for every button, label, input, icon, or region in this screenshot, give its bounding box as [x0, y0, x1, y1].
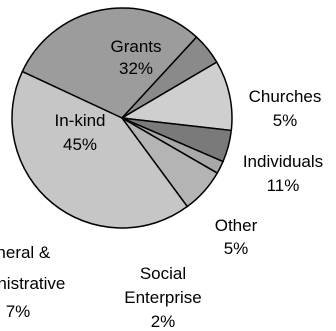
label-churches: Churches — [249, 87, 322, 106]
percent-social-enterprise: 2% — [151, 312, 176, 331]
slice-in-kind — [11, 70, 189, 229]
label-other: Other — [215, 216, 258, 235]
percent-individuals: 11% — [267, 176, 300, 195]
label-grants: Grants — [110, 37, 161, 56]
label-social-enterprise-line1: Social — [140, 264, 186, 283]
slice-grants — [21, 7, 198, 119]
label-social-enterprise-line2: Enterprise — [124, 288, 201, 307]
percent-in-kind: 45% — [63, 135, 97, 154]
label-in-kind: In-kind — [54, 111, 105, 130]
label-general-line1: General & — [0, 243, 51, 262]
percent-other: 5% — [224, 239, 249, 258]
label-individuals: Individuals — [243, 152, 323, 171]
percent-churches: 5% — [273, 111, 298, 130]
percent-grants: 32% — [119, 59, 153, 78]
label-general-line2: Administrative — [0, 274, 65, 293]
pie-slices — [11, 7, 233, 229]
slice-individuals — [121, 61, 233, 132]
percent-general: 7% — [6, 302, 31, 321]
